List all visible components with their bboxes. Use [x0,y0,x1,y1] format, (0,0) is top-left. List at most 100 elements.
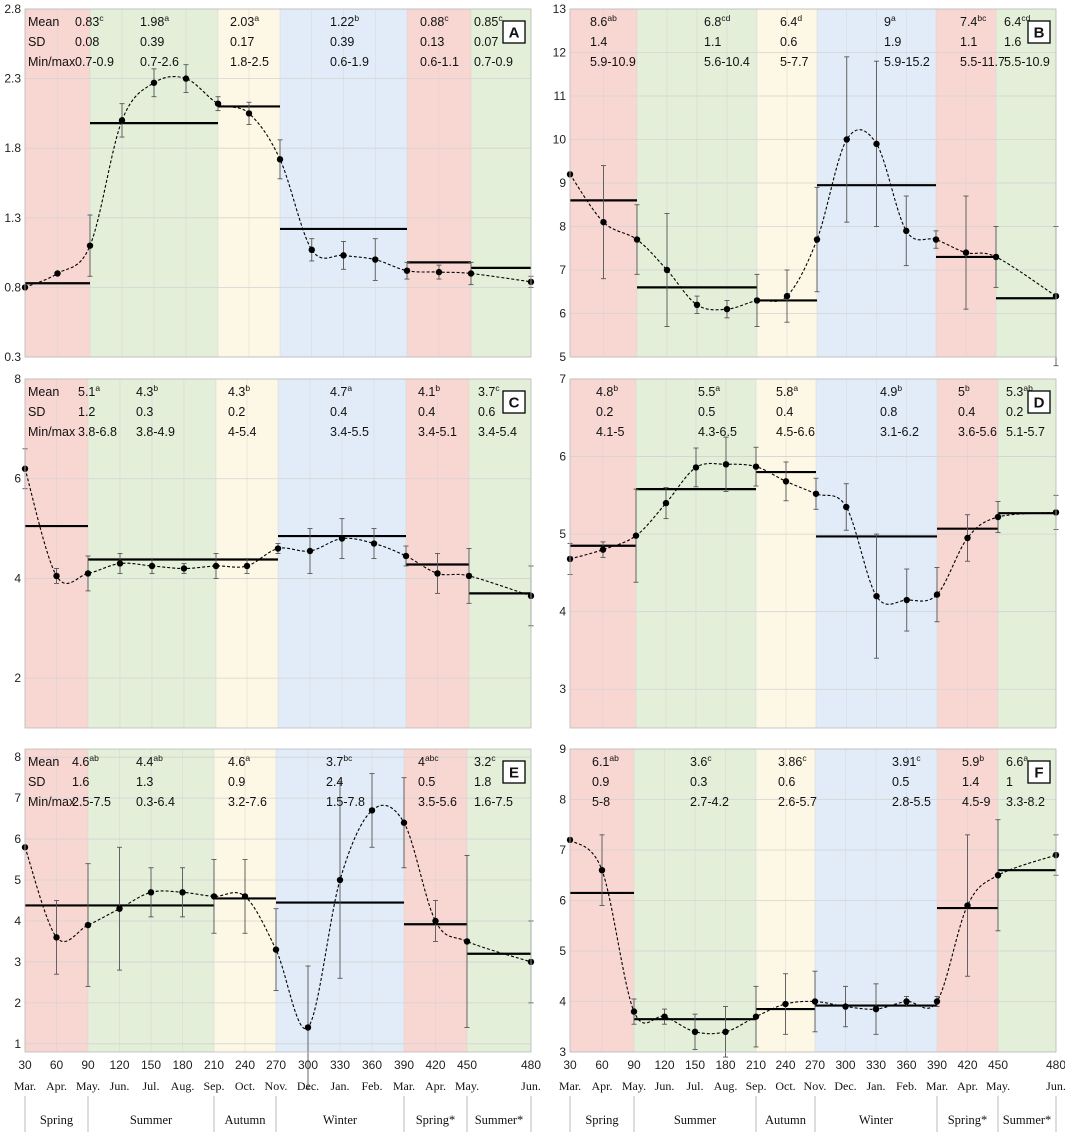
x-tick-label: 330 [866,1058,886,1072]
y-tick-label: 4 [559,995,566,1009]
data-point [368,807,376,814]
stat-mean: 0.85c [474,13,503,29]
stat-sd: 0.3 [136,405,153,419]
data-point [599,546,607,553]
stat-sd: 0.6 [778,775,795,789]
stat-row-label: SD [28,405,45,419]
data-point [843,503,850,511]
month-label: Apr. [592,1079,613,1093]
stat-mean: 4.3b [228,383,250,399]
data-point [782,478,790,485]
data-point [753,297,761,304]
stat-range: 5.9-15.2 [884,55,930,69]
stat-mean: 4.6ab [72,753,99,769]
x-tick-label: 180 [172,1058,192,1072]
stat-mean: 7.4bc [960,13,987,29]
stat-mean: 0.83c [75,13,104,29]
stat-sd: 0.4 [958,405,975,419]
month-label: Jul. [142,1079,159,1093]
stat-range: 5.9-10.9 [590,55,636,69]
y-tick-label: 1.8 [4,141,21,155]
season-label: Summer [130,1113,173,1127]
x-tick-label: 240 [775,1058,795,1072]
season-label: Spring* [416,1113,456,1127]
data-point [84,921,92,929]
data-point [662,499,670,507]
stat-sd: 0.4 [330,405,347,419]
stat-range: 3.4-5.5 [330,425,369,439]
data-point [243,562,251,570]
data-point [116,560,124,567]
y-tick-label: 1 [14,1037,21,1051]
stat-sd: 0.2 [228,405,245,419]
data-point [903,227,910,235]
month-label: Dec. [297,1079,319,1093]
y-tick-label: 5 [559,527,566,541]
stat-mean: 3.7bc [326,753,353,769]
panel-F: 3 4 5 6 7 8 9 6.1ab 0.9 5-8 3.6c 0.3 2.7-4.2 3.86c 0.6… [559,742,1060,1059]
panel-letter: D [1034,395,1045,412]
y-tick-label: 6 [559,307,566,321]
trend-line [24,468,532,597]
stat-sd: 0.17 [230,35,254,49]
plot-frame [569,378,1057,729]
panel-letter-box [1027,20,1051,44]
month-label: Mar. [559,1079,581,1093]
y-tick-label: 13 [553,2,567,16]
panel-E: 1 2 3 4 5 6 7 8 Mean SD Min/max 4.6ab 1.6 2.5-7.5 4.4a… [14,748,535,1090]
x-tick-label: 420 [425,1058,445,1072]
x-tick-label: 360 [896,1058,916,1072]
panel-A: 0.3 0.8 1.3 1.8 2.3 2.8 Mean SD Min/max 0.83c 0.08… [4,2,535,364]
data-point [842,1003,849,1010]
plot-frame [24,8,532,358]
data-point [723,305,731,313]
y-tick-label: 0.3 [4,350,21,364]
y-tick-label: 5 [559,944,566,958]
x-tick-label: 90 [627,1058,641,1072]
season-label: Spring* [948,1113,988,1127]
season-label: Autumn [765,1113,807,1127]
y-tick-label: 3 [559,682,566,696]
panel-B: 5 6 7 8 9 10 11 12 13 8.6ab 1.4 5.9-10.9 6.8cd 1.1 5.6… [553,2,1060,367]
month-label: May. [455,1079,479,1093]
stat-sd: 0.5 [892,775,909,789]
y-tick-label: 4 [14,914,21,928]
month-label: Sep. [204,1079,225,1093]
stat-row-label: Min/max [28,425,76,439]
y-tick-label: 2 [14,996,21,1010]
month-label: Jun. [110,1079,130,1093]
season-label: Winter [323,1113,358,1127]
x-tick-label: 210 [746,1058,766,1072]
month-label: Mar. [14,1079,36,1093]
data-point [245,110,253,117]
data-point [306,547,314,555]
stat-range: 2.8-5.5 [892,795,931,809]
y-tick-label: 5 [14,873,21,887]
stat-range: 5-8 [592,795,610,809]
data-point [53,572,60,580]
y-tick-label: 2 [14,671,21,685]
data-point [782,1000,789,1008]
data-point [600,218,607,226]
data-point [752,463,760,470]
x-tick-label: 300 [835,1058,855,1072]
y-tick-label: 4 [559,605,566,619]
stat-range: 5.1-5.7 [1006,425,1045,439]
stat-range: 2.6-5.7 [778,795,817,809]
stat-mean: 1.22b [330,13,359,29]
stat-sd: 0.07 [474,35,498,49]
stat-mean: 9a [884,13,896,29]
stat-row-label: Min/max [28,55,76,69]
data-point [661,1013,668,1020]
data-point [992,253,1000,261]
stat-mean: 2.03a [230,13,259,29]
y-tick-label: 0.8 [4,280,21,294]
data-point [903,998,910,1005]
month-label: Dec. [834,1079,856,1093]
stat-sd: 1.4 [590,35,607,49]
x-tick-label: 390 [927,1058,947,1072]
stat-mean: 4.3b [136,383,158,399]
month-label: May. [986,1079,1010,1093]
data-point [402,552,410,560]
